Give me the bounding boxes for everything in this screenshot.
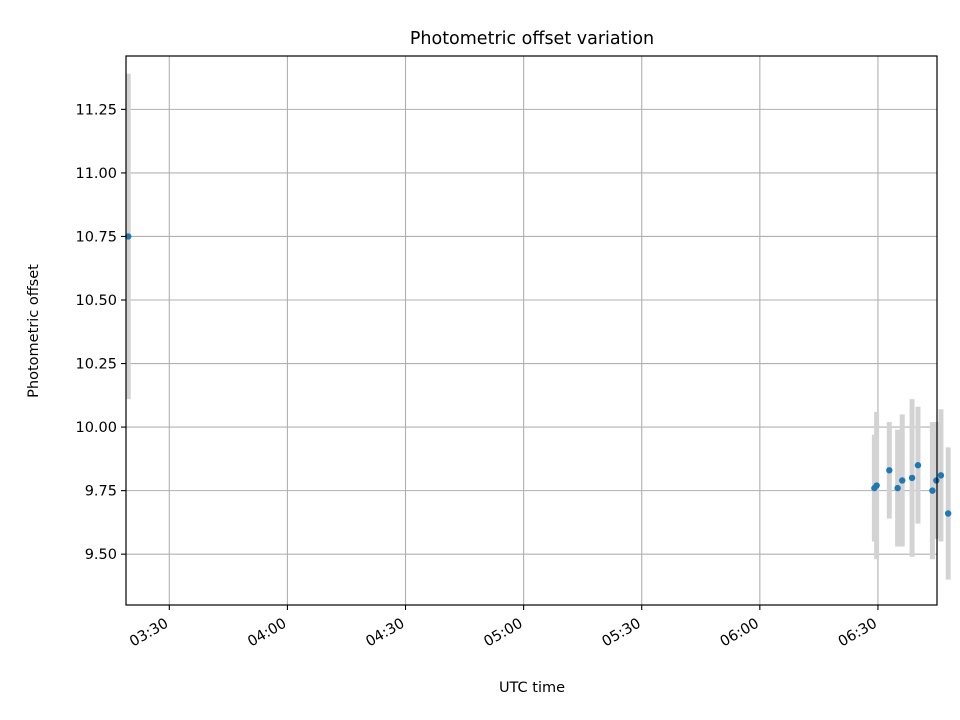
plot-frame — [125, 55, 938, 606]
data-point — [886, 467, 893, 474]
x-axis-label: UTC time — [499, 680, 565, 696]
data-point — [929, 487, 936, 494]
y-tick-label: 10.50 — [75, 293, 117, 309]
y-tick-label: 10.00 — [75, 420, 117, 436]
data-point — [894, 484, 901, 492]
data-point — [937, 472, 945, 479]
grid-lines — [126, 56, 937, 605]
data-points — [125, 233, 952, 517]
y-tick-label: 9.75 — [85, 484, 117, 500]
data-point — [914, 462, 922, 469]
y-tick-label: 10.75 — [75, 229, 117, 245]
data-point — [125, 233, 132, 240]
data-point — [933, 477, 940, 484]
data-point — [899, 477, 906, 484]
y-tick-label: 10.25 — [75, 357, 117, 373]
y-tick-label: 11.25 — [75, 102, 117, 118]
y-axis-label: Photometric offset — [26, 264, 42, 398]
chart-title: Photometric offset variation — [410, 29, 654, 49]
data-point — [873, 482, 880, 489]
y-tick-label: 11.00 — [75, 166, 117, 182]
data-point — [908, 474, 916, 482]
y-tick-label: 9.50 — [85, 547, 117, 563]
data-point — [944, 510, 952, 517]
